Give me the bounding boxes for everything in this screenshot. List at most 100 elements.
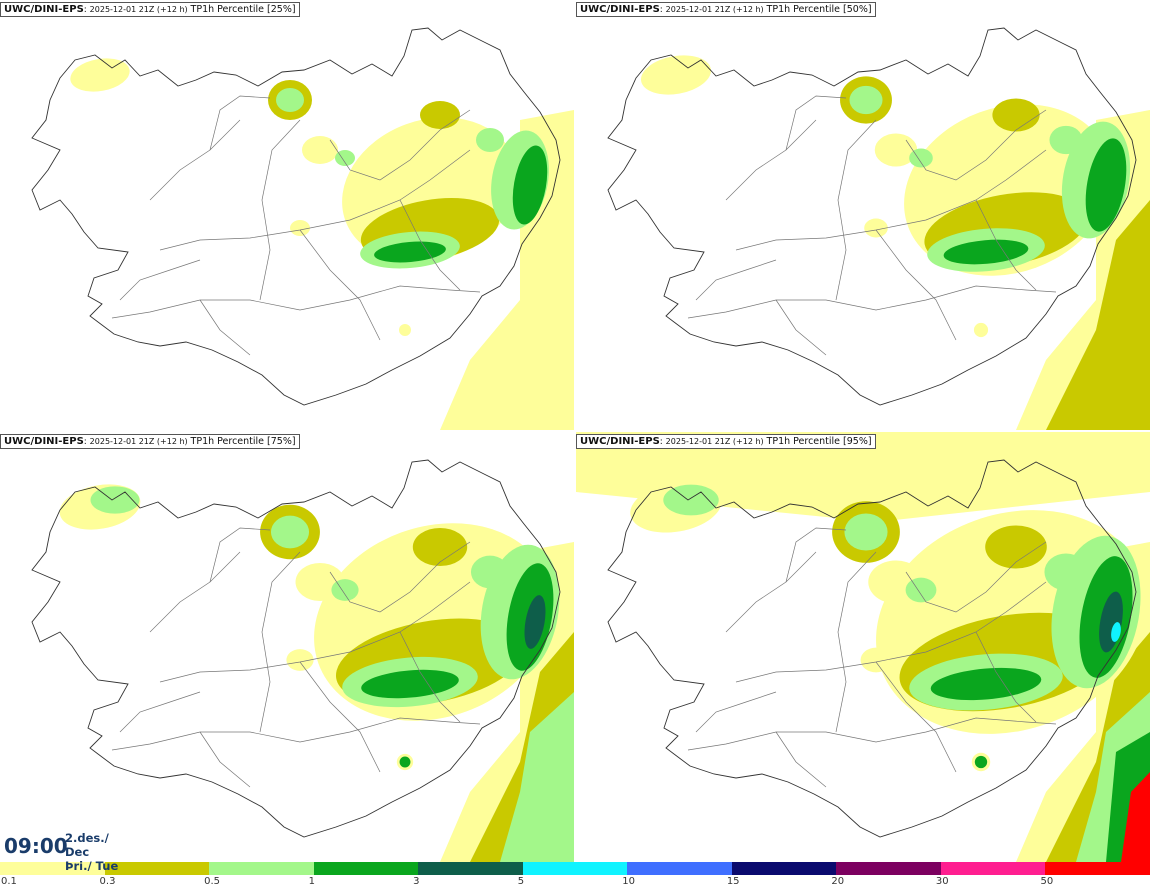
panel-title: UWC/DINI-EPS: 2025-12-01 21Z (+12 h) TP1…: [0, 434, 300, 449]
precip-area: [640, 55, 712, 95]
legend-swatch: [209, 862, 314, 875]
road-line: [199, 299, 251, 356]
precip-area: [420, 101, 460, 129]
road-line: [329, 541, 471, 613]
road-line: [905, 109, 1047, 181]
precip-area: [864, 218, 888, 238]
precip-area: [412, 527, 468, 567]
legend-colorbar: [0, 862, 1150, 875]
date-label: 2.des./ Dec: [65, 831, 109, 859]
precip-area: [290, 220, 310, 236]
road-line: [725, 551, 817, 633]
road-line: [735, 149, 1047, 251]
legend-swatch: [731, 862, 837, 875]
panel-title: UWC/DINI-EPS: 2025-12-01 21Z (+12 h) TP1…: [576, 434, 876, 449]
run-time: 2025-12-01 21Z (+12 h): [665, 437, 764, 446]
precip-area: [270, 515, 310, 549]
model-name: UWC/DINI-EPS: [4, 436, 84, 447]
road-line: [259, 119, 301, 301]
precip-map: [576, 432, 1150, 862]
precip-area: [512, 145, 548, 225]
road-line: [695, 691, 777, 733]
legend-swatch: [104, 862, 210, 875]
road-line: [119, 691, 201, 733]
precip-map: [607, 27, 1150, 430]
road-line: [687, 285, 1057, 319]
road-line: [875, 661, 957, 773]
precip-area: [943, 239, 1029, 265]
legend-label: 30: [935, 876, 949, 887]
parameter-label: TP1h Percentile [95%]: [766, 436, 872, 447]
road-line: [299, 661, 381, 773]
precip-area: [399, 756, 411, 768]
road-line: [835, 551, 877, 733]
precip-area: [973, 322, 989, 338]
map-panel-p25: UWC/DINI-EPS: 2025-12-01 21Z (+12 h) TP1…: [0, 0, 574, 430]
road-line: [159, 581, 471, 683]
precip-area: [1049, 125, 1083, 155]
weekday-label: Þri./ Tue: [65, 859, 119, 873]
legend-swatch: [1045, 862, 1150, 875]
valid-date: 2.des./ Dec Þri./ Tue: [65, 831, 128, 873]
precip-area: [985, 525, 1047, 569]
legend-label: 10: [622, 876, 635, 887]
road-line: [695, 259, 777, 301]
run-time: 2025-12-01 21Z (+12 h): [89, 5, 188, 14]
legend-label: 0.5: [204, 876, 220, 887]
panel-title: UWC/DINI-EPS: 2025-12-01 21Z (+12 h) TP1…: [0, 2, 300, 17]
legend-label: 20: [831, 876, 845, 887]
legend-swatch: [418, 862, 523, 875]
precip-area: [331, 579, 359, 601]
legend-label: 1: [308, 876, 315, 887]
legend-label: 3: [413, 876, 420, 887]
legend-label: 0.3: [99, 876, 116, 887]
road-line: [905, 541, 1047, 613]
legend-label: 5: [517, 876, 525, 887]
precip-area: [374, 241, 446, 263]
parameter-label: TP1h Percentile [75%]: [190, 436, 296, 447]
precip-area: [849, 85, 883, 115]
road-line: [259, 551, 301, 733]
road-line: [785, 527, 847, 583]
precip-area: [930, 667, 1042, 701]
road-line: [209, 527, 271, 583]
precip-area: [1085, 138, 1127, 232]
road-line: [399, 199, 461, 291]
road-line: [149, 551, 241, 633]
model-name: UWC/DINI-EPS: [580, 4, 660, 15]
panel-title: UWC/DINI-EPS: 2025-12-01 21Z (+12 h) TP1…: [576, 2, 876, 17]
road-line: [975, 199, 1037, 291]
precip-area: [1046, 200, 1150, 430]
road-line: [209, 95, 271, 151]
map-panel-p95: UWC/DINI-EPS: 2025-12-01 21Z (+12 h) TP1…: [576, 432, 1150, 862]
precip-area: [470, 555, 510, 589]
road-line: [725, 119, 817, 201]
precip-area: [909, 148, 933, 168]
precip-area: [1111, 622, 1121, 642]
legend-swatch: [836, 862, 941, 875]
road-line: [119, 259, 201, 301]
valid-time: 09:00: [4, 834, 68, 858]
precip-area: [500, 692, 574, 862]
road-line: [735, 581, 1047, 683]
precip-area: [1121, 772, 1150, 862]
precip-area: [70, 58, 130, 92]
precip-map: [31, 459, 574, 862]
precip-area: [361, 669, 459, 699]
road-line: [835, 119, 877, 301]
legend-label: 15: [726, 876, 740, 887]
precip-area: [992, 98, 1040, 132]
coastline: [607, 459, 1137, 838]
road-line: [785, 95, 847, 151]
road-line: [875, 229, 957, 341]
model-name: UWC/DINI-EPS: [580, 436, 660, 447]
road-line: [111, 717, 481, 751]
road-line: [149, 119, 241, 201]
precip-area: [874, 133, 918, 167]
precip-area: [335, 150, 355, 166]
road-line: [399, 631, 461, 723]
precip-map: [31, 27, 574, 430]
precip-area: [276, 88, 304, 112]
coastline: [607, 27, 1137, 406]
precip-area: [399, 324, 411, 336]
